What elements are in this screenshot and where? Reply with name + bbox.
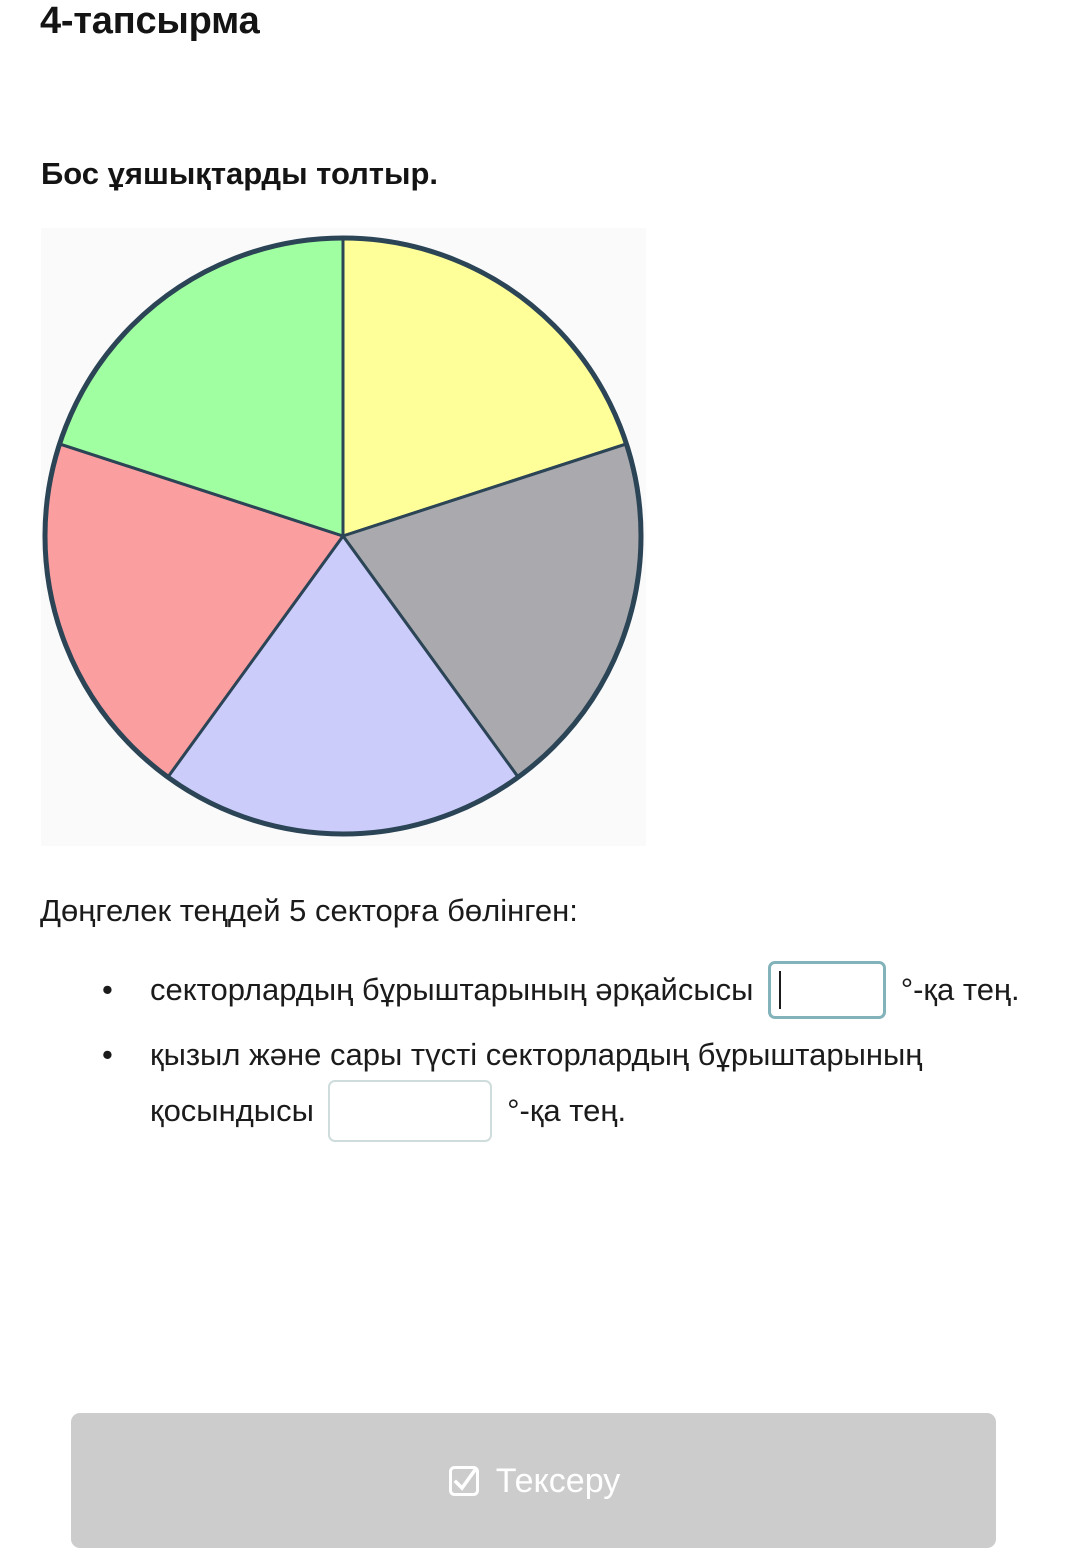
list-item: • қызыл және сары түсті секторлардың бұр…	[40, 1027, 1030, 1144]
pie-chart	[41, 226, 646, 846]
pie-chart-svg	[42, 235, 644, 837]
task-prompt: Бос ұяшықтарды толтыр.	[41, 156, 439, 191]
answer-input-1[interactable]	[768, 960, 887, 1019]
check-button-label: Тексеру	[495, 1461, 621, 1500]
statement-text-after: °-қа тең.	[900, 972, 1020, 1007]
answer-input-2[interactable]	[328, 1079, 493, 1142]
bullet-marker: •	[102, 1036, 113, 1072]
statement-text-before: секторлардың бұрыштарының әрқайсысы	[150, 972, 754, 1007]
statement-text-after: °-қа тең.	[507, 1093, 627, 1128]
statement-text-before: қызыл және сары түсті секторлардың бұрыш…	[150, 1036, 923, 1128]
figure-container	[41, 228, 646, 846]
lead-sentence: Дөңгелек теңдей 5 секторға бөлінген:	[40, 893, 578, 928]
statement-list: • секторлардың бұрыштарының әрқайсысы °-…	[40, 960, 1030, 1144]
page-title: 4-тапсырма	[40, 0, 260, 42]
list-item: • секторлардың бұрыштарының әрқайсысы °-…	[40, 960, 1030, 1021]
check-button[interactable]: Тексеру	[71, 1413, 996, 1548]
pie-outline	[42, 235, 644, 837]
checkbox-checked-icon	[447, 1464, 481, 1498]
bullet-marker: •	[102, 972, 113, 1007]
